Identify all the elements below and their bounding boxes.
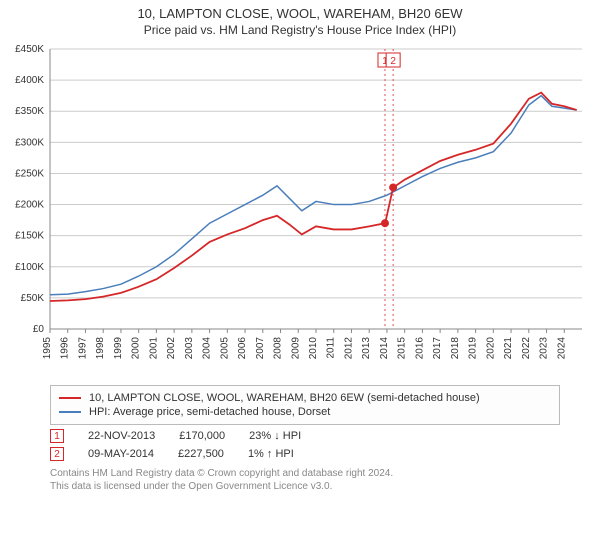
svg-text:£100K: £100K: [15, 262, 44, 273]
svg-text:2011: 2011: [326, 337, 337, 359]
svg-text:2014: 2014: [379, 337, 390, 360]
svg-text:2004: 2004: [202, 337, 213, 360]
svg-text:2022: 2022: [521, 337, 532, 360]
legend-swatch: [59, 397, 81, 399]
legend-item: HPI: Average price, semi-detached house,…: [59, 406, 551, 418]
svg-text:2002: 2002: [166, 337, 177, 360]
legend-swatch: [59, 411, 81, 413]
svg-text:1998: 1998: [95, 337, 106, 360]
chart-subtitle: Price paid vs. HM Land Registry's House …: [0, 23, 600, 37]
svg-text:2023: 2023: [539, 337, 550, 360]
attribution-line: Contains HM Land Registry data © Crown c…: [50, 467, 560, 480]
legend-item: 10, LAMPTON CLOSE, WOOL, WAREHAM, BH20 6…: [59, 392, 551, 404]
sale-date: 22-NOV-2013: [88, 430, 155, 442]
svg-text:2006: 2006: [237, 337, 248, 360]
sale-row: 2 09-MAY-2014 £227,500 1% ↑ HPI: [50, 447, 560, 461]
svg-text:2015: 2015: [397, 337, 408, 360]
legend-label: 10, LAMPTON CLOSE, WOOL, WAREHAM, BH20 6…: [89, 392, 480, 404]
svg-text:2021: 2021: [503, 337, 514, 360]
svg-text:£200K: £200K: [15, 200, 44, 211]
svg-text:2009: 2009: [290, 337, 301, 360]
svg-text:2024: 2024: [556, 337, 567, 360]
sale-row: 1 22-NOV-2013 £170,000 23% ↓ HPI: [50, 429, 560, 443]
svg-text:1997: 1997: [77, 337, 88, 360]
svg-text:2013: 2013: [361, 337, 372, 360]
svg-text:£50K: £50K: [21, 293, 45, 304]
title-block: 10, LAMPTON CLOSE, WOOL, WAREHAM, BH20 6…: [0, 0, 600, 39]
svg-text:2010: 2010: [308, 337, 319, 360]
svg-text:£400K: £400K: [15, 75, 44, 86]
sale-hpi-change: 1% ↑ HPI: [248, 448, 294, 460]
chart-area: £0 £50K £100K £150K £200K £250K £300K £350K £400…: [0, 39, 600, 379]
svg-text:2008: 2008: [273, 337, 284, 360]
svg-text:2018: 2018: [450, 337, 461, 360]
line-chart: £0 £50K £100K £150K £200K £250K £300K £350K £400…: [0, 39, 600, 379]
sales-list: 1 22-NOV-2013 £170,000 23% ↓ HPI 2 09-MAY-201…: [50, 429, 560, 461]
svg-text:2001: 2001: [148, 337, 159, 360]
svg-text:2003: 2003: [184, 337, 195, 360]
attribution-line: This data is licensed under the Open Gov…: [50, 480, 560, 493]
sale-marker-icon: 2: [50, 447, 64, 461]
svg-text:1995: 1995: [42, 337, 53, 360]
legend-label: HPI: Average price, semi-detached house,…: [89, 406, 330, 418]
svg-text:2005: 2005: [219, 337, 230, 360]
svg-text:£450K: £450K: [15, 44, 44, 55]
svg-text:2019: 2019: [468, 337, 479, 360]
svg-text:£350K: £350K: [15, 106, 44, 117]
legend: 10, LAMPTON CLOSE, WOOL, WAREHAM, BH20 6…: [50, 385, 560, 425]
svg-text:£150K: £150K: [15, 231, 44, 242]
sale-price: £170,000: [179, 430, 225, 442]
sale-date: 09-MAY-2014: [88, 448, 154, 460]
svg-text:2: 2: [390, 56, 396, 67]
svg-text:2012: 2012: [343, 337, 354, 360]
svg-text:2007: 2007: [255, 337, 266, 360]
svg-text:1996: 1996: [60, 337, 71, 360]
svg-text:2020: 2020: [485, 337, 496, 360]
svg-text:2000: 2000: [131, 337, 142, 360]
svg-text:£0: £0: [33, 324, 45, 335]
svg-text:2016: 2016: [414, 337, 425, 360]
svg-text:2017: 2017: [432, 337, 443, 360]
attribution: Contains HM Land Registry data © Crown c…: [50, 467, 560, 493]
sale-hpi-change: 23% ↓ HPI: [249, 430, 301, 442]
sale-marker-icon: 1: [50, 429, 64, 443]
chart-title: 10, LAMPTON CLOSE, WOOL, WAREHAM, BH20 6…: [0, 6, 600, 21]
sale-price: £227,500: [178, 448, 224, 460]
svg-text:£250K: £250K: [15, 168, 44, 179]
svg-text:1999: 1999: [113, 337, 124, 360]
svg-text:£300K: £300K: [15, 137, 44, 148]
